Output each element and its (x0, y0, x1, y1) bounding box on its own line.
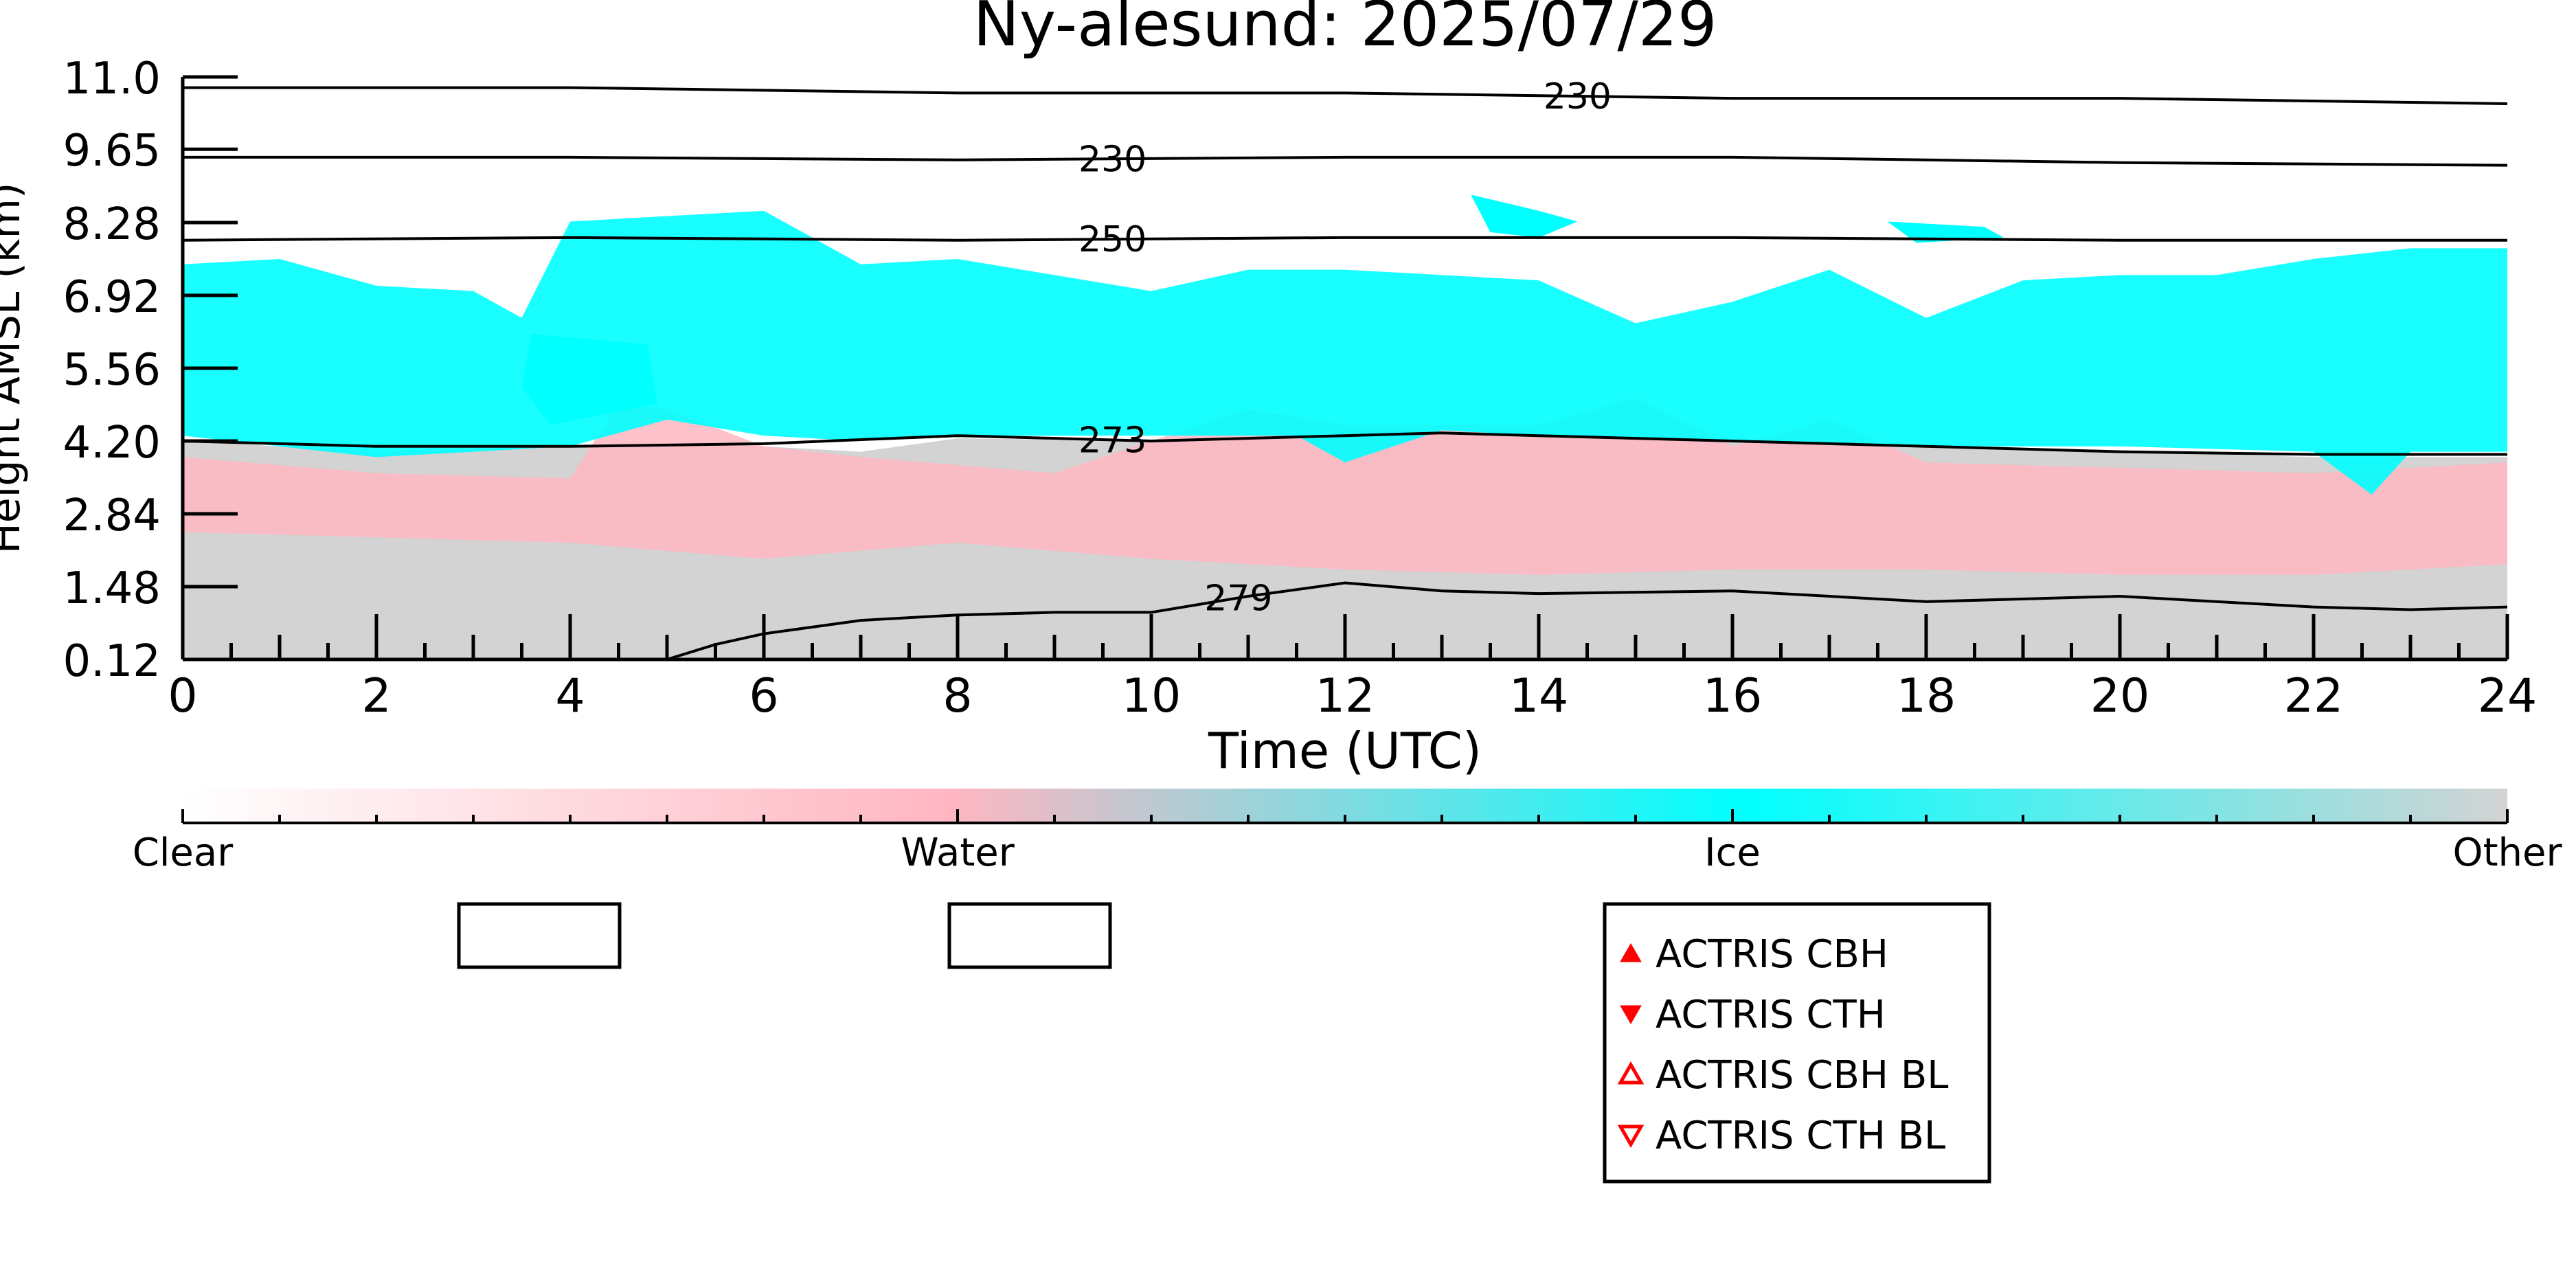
y-tick-label: 8.28 (63, 199, 161, 250)
legend-label: ACTRIS CBH (1656, 932, 1888, 977)
legend: ACTRIS CBH ACTRIS CTH ACTRIS CBH BL ACTRIS … (457, 902, 1991, 1184)
x-tick-label: 6 (749, 669, 778, 723)
temperature-contours: 230 230 250 273 279 (182, 76, 2508, 661)
contour-label: 279 (1204, 578, 1272, 619)
triangle-up-outline-icon (1617, 1061, 1645, 1085)
colorbar-label: Clear (133, 831, 234, 875)
x-axis-label: Time (UTC) (1208, 722, 1482, 780)
y-tick-label: 6.92 (63, 272, 161, 323)
legend-label: ACTRIS CTH (1656, 993, 1886, 1037)
contour-label: 230 (1078, 139, 1146, 180)
colorbar: Clear Water Ice Other (133, 789, 2562, 875)
x-tick-label: 2 (361, 669, 391, 723)
x-tick-label: 22 (2284, 669, 2344, 723)
contour-label: 230 (1544, 76, 1612, 117)
chart-title: Ny-alesund: 2025/07/29 (973, 0, 1717, 60)
x-tick-label: 0 (168, 669, 197, 723)
x-tick-label: 8 (942, 669, 972, 723)
y-tick-label: 0.12 (63, 636, 161, 687)
ice-patch-2 (521, 334, 657, 425)
contour-line-0 (183, 86, 2508, 105)
x-tick-label: 12 (1315, 669, 1375, 723)
x-tick-label: 20 (2090, 669, 2150, 723)
legend-box (1603, 902, 1991, 1184)
triangle-down-icon (1620, 1005, 1642, 1025)
y-tick-label: 4.20 (63, 418, 161, 468)
ice-region (183, 210, 2507, 495)
x-tick-label: 14 (1509, 669, 1569, 723)
colorbar-label: Water (901, 831, 1015, 875)
contour-label: 250 (1078, 219, 1146, 260)
contour-label: 273 (1078, 420, 1146, 461)
contour-line-1 (183, 155, 2508, 167)
ice-patch-0 (1471, 194, 1578, 238)
colorbar-label: Ice (1704, 831, 1761, 875)
contour-line-4 (666, 581, 2508, 661)
x-tick-label: 16 (1703, 669, 1763, 723)
x-tick-label: 4 (555, 669, 585, 723)
triangle-down-outline-icon (1617, 1125, 1645, 1149)
x-tick-label: 18 (1897, 669, 1956, 723)
triangle-up-icon (1620, 942, 1642, 962)
y-tick-label: 11.0 (63, 54, 161, 104)
x-tick-label: 24 (2478, 669, 2538, 723)
colorbar-label: Other (2452, 831, 2562, 875)
y-tick-label: 2.84 (63, 490, 161, 541)
contour-line-3 (182, 431, 2507, 456)
empty-legend-box (457, 902, 622, 969)
contour-line-2 (182, 236, 2507, 242)
water-region (183, 398, 2507, 575)
y-tick-label: 9.65 (63, 126, 161, 177)
legend-label: ACTRIS CBH BL (1656, 1053, 1948, 1098)
plot-area (183, 194, 2507, 659)
empty-legend-box (947, 902, 1112, 969)
legend-label: ACTRIS CTH BL (1656, 1114, 1945, 1158)
y-tick-label: 1.48 (63, 563, 161, 614)
y-axis-label: Height AMSL (km) (0, 183, 30, 554)
axes: 0 2 4 6 8 10 12 14 16 18 20 22 240.121.482.844.205.5… (63, 54, 2538, 723)
y-tick-label: 5.56 (63, 345, 161, 396)
x-tick-label: 10 (1122, 669, 1182, 723)
